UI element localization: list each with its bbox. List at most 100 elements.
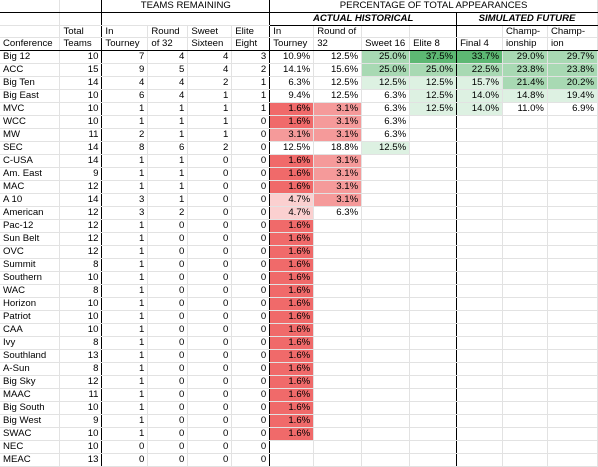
sim-final4[interactable] — [456, 427, 503, 441]
round32-count[interactable]: 0 — [147, 271, 189, 285]
total-teams[interactable]: 12 — [59, 232, 103, 246]
pct-round32[interactable]: 6.3% — [313, 206, 363, 220]
sim-championship[interactable] — [502, 206, 548, 220]
col-header-pct-in-tourney-2[interactable]: Tourney — [269, 37, 315, 51]
total-teams[interactable]: 8 — [59, 336, 103, 350]
sim-final4[interactable]: 22.5% — [456, 63, 503, 77]
col-header-in-tourney-2[interactable]: Tourney — [101, 37, 149, 51]
pct-elite8[interactable] — [409, 271, 458, 285]
round32-count[interactable]: 4 — [147, 50, 189, 64]
round32-count[interactable]: 1 — [147, 193, 189, 207]
pct-elite8[interactable] — [409, 297, 458, 311]
pct-sweet16[interactable] — [361, 167, 411, 181]
sim-championship[interactable] — [502, 388, 548, 402]
in-tourney-count[interactable]: 0 — [101, 440, 149, 454]
pct-elite8[interactable] — [409, 193, 458, 207]
pct-sweet16[interactable] — [361, 219, 411, 233]
sim-championship[interactable] — [502, 401, 548, 415]
pct-sweet16[interactable] — [361, 284, 411, 298]
col-header-champion[interactable]: Champ- — [547, 25, 598, 38]
col-header-conference[interactable] — [0, 25, 61, 38]
round32-count[interactable]: 1 — [147, 115, 189, 129]
sweet16-count[interactable]: 0 — [187, 323, 233, 337]
col-header-sweet16[interactable]: Sweet — [187, 25, 233, 38]
sweet16-count[interactable]: 0 — [187, 453, 233, 467]
sim-final4[interactable] — [456, 323, 503, 337]
conference-name[interactable]: A-Sun — [0, 362, 61, 376]
sim-championship[interactable] — [502, 232, 548, 246]
sim-championship[interactable] — [502, 414, 548, 428]
sim-champion[interactable]: 29.7% — [547, 50, 598, 64]
sweet16-count[interactable]: 0 — [187, 206, 233, 220]
sweet16-count[interactable]: 0 — [187, 388, 233, 402]
sim-champion[interactable] — [547, 141, 598, 155]
pct-sweet16[interactable] — [361, 271, 411, 285]
in-tourney-count[interactable]: 8 — [101, 141, 149, 155]
sim-final4[interactable] — [456, 349, 503, 363]
sim-champion[interactable] — [547, 154, 598, 168]
sim-final4[interactable]: 33.7% — [456, 50, 503, 64]
pct-elite8[interactable] — [409, 167, 458, 181]
round32-count[interactable]: 0 — [147, 245, 189, 259]
conference-name[interactable]: Summit — [0, 258, 61, 272]
total-teams[interactable]: 10 — [59, 102, 103, 116]
sim-final4[interactable] — [456, 440, 503, 454]
pct-round32[interactable]: 3.1% — [313, 154, 363, 168]
round32-count[interactable]: 0 — [147, 375, 189, 389]
in-tourney-count[interactable]: 1 — [101, 180, 149, 194]
pct-round32[interactable] — [313, 297, 363, 311]
pct-in-tourney[interactable]: 10.9% — [269, 50, 315, 64]
pct-sweet16[interactable]: 6.3% — [361, 128, 411, 142]
round32-count[interactable]: 1 — [147, 154, 189, 168]
sweet16-count[interactable]: 0 — [187, 154, 233, 168]
pct-round32[interactable] — [313, 271, 363, 285]
pct-elite8[interactable] — [409, 362, 458, 376]
sim-championship[interactable] — [502, 154, 548, 168]
pct-elite8[interactable] — [409, 401, 458, 415]
in-tourney-count[interactable]: 3 — [101, 206, 149, 220]
total-teams[interactable]: 10 — [59, 50, 103, 64]
col-header-in-tourney[interactable]: In — [101, 25, 149, 38]
round32-count[interactable]: 2 — [147, 206, 189, 220]
conference-name[interactable]: Big Sky — [0, 375, 61, 389]
total-teams[interactable]: 10 — [59, 440, 103, 454]
pct-elite8[interactable] — [409, 206, 458, 220]
pct-elite8[interactable] — [409, 310, 458, 324]
pct-in-tourney[interactable]: 1.6% — [269, 154, 315, 168]
simulated-future-header[interactable]: SIMULATED FUTURE — [456, 12, 598, 26]
in-tourney-count[interactable]: 1 — [101, 336, 149, 350]
in-tourney-count[interactable]: 1 — [101, 284, 149, 298]
sim-final4[interactable] — [456, 180, 503, 194]
pct-in-tourney[interactable]: 1.6% — [269, 375, 315, 389]
in-tourney-count[interactable]: 1 — [101, 271, 149, 285]
in-tourney-count[interactable]: 1 — [101, 167, 149, 181]
elite8-count[interactable]: 0 — [231, 219, 271, 233]
round32-count[interactable]: 0 — [147, 349, 189, 363]
sweet16-count[interactable]: 2 — [187, 141, 233, 155]
pct-elite8[interactable] — [409, 440, 458, 454]
elite8-count[interactable]: 0 — [231, 297, 271, 311]
total-teams[interactable]: 10 — [59, 323, 103, 337]
pct-elite8[interactable] — [409, 388, 458, 402]
pct-in-tourney[interactable]: 4.7% — [269, 206, 315, 220]
elite8-count[interactable]: 0 — [231, 128, 271, 142]
sim-final4[interactable] — [456, 115, 503, 129]
in-tourney-count[interactable]: 1 — [101, 102, 149, 116]
col-header-elite8-2[interactable]: Eight — [231, 37, 271, 51]
in-tourney-count[interactable]: 1 — [101, 297, 149, 311]
sweet16-count[interactable]: 2 — [187, 76, 233, 90]
sweet16-count[interactable]: 0 — [187, 349, 233, 363]
total-teams[interactable]: 10 — [59, 401, 103, 415]
sweet16-count[interactable]: 0 — [187, 414, 233, 428]
col-header-pct-elite8[interactable] — [409, 25, 458, 38]
pct-round32[interactable]: 3.1% — [313, 115, 363, 129]
in-tourney-count[interactable]: 1 — [101, 375, 149, 389]
sim-final4[interactable]: 14.0% — [456, 102, 503, 116]
sweet16-count[interactable]: 0 — [187, 336, 233, 350]
elite8-count[interactable]: 0 — [231, 206, 271, 220]
pct-in-tourney[interactable]: 1.6% — [269, 349, 315, 363]
pct-elite8[interactable] — [409, 375, 458, 389]
sweet16-count[interactable]: 0 — [187, 219, 233, 233]
sim-final4[interactable]: 15.7% — [456, 76, 503, 90]
sweet16-count[interactable]: 0 — [187, 362, 233, 376]
